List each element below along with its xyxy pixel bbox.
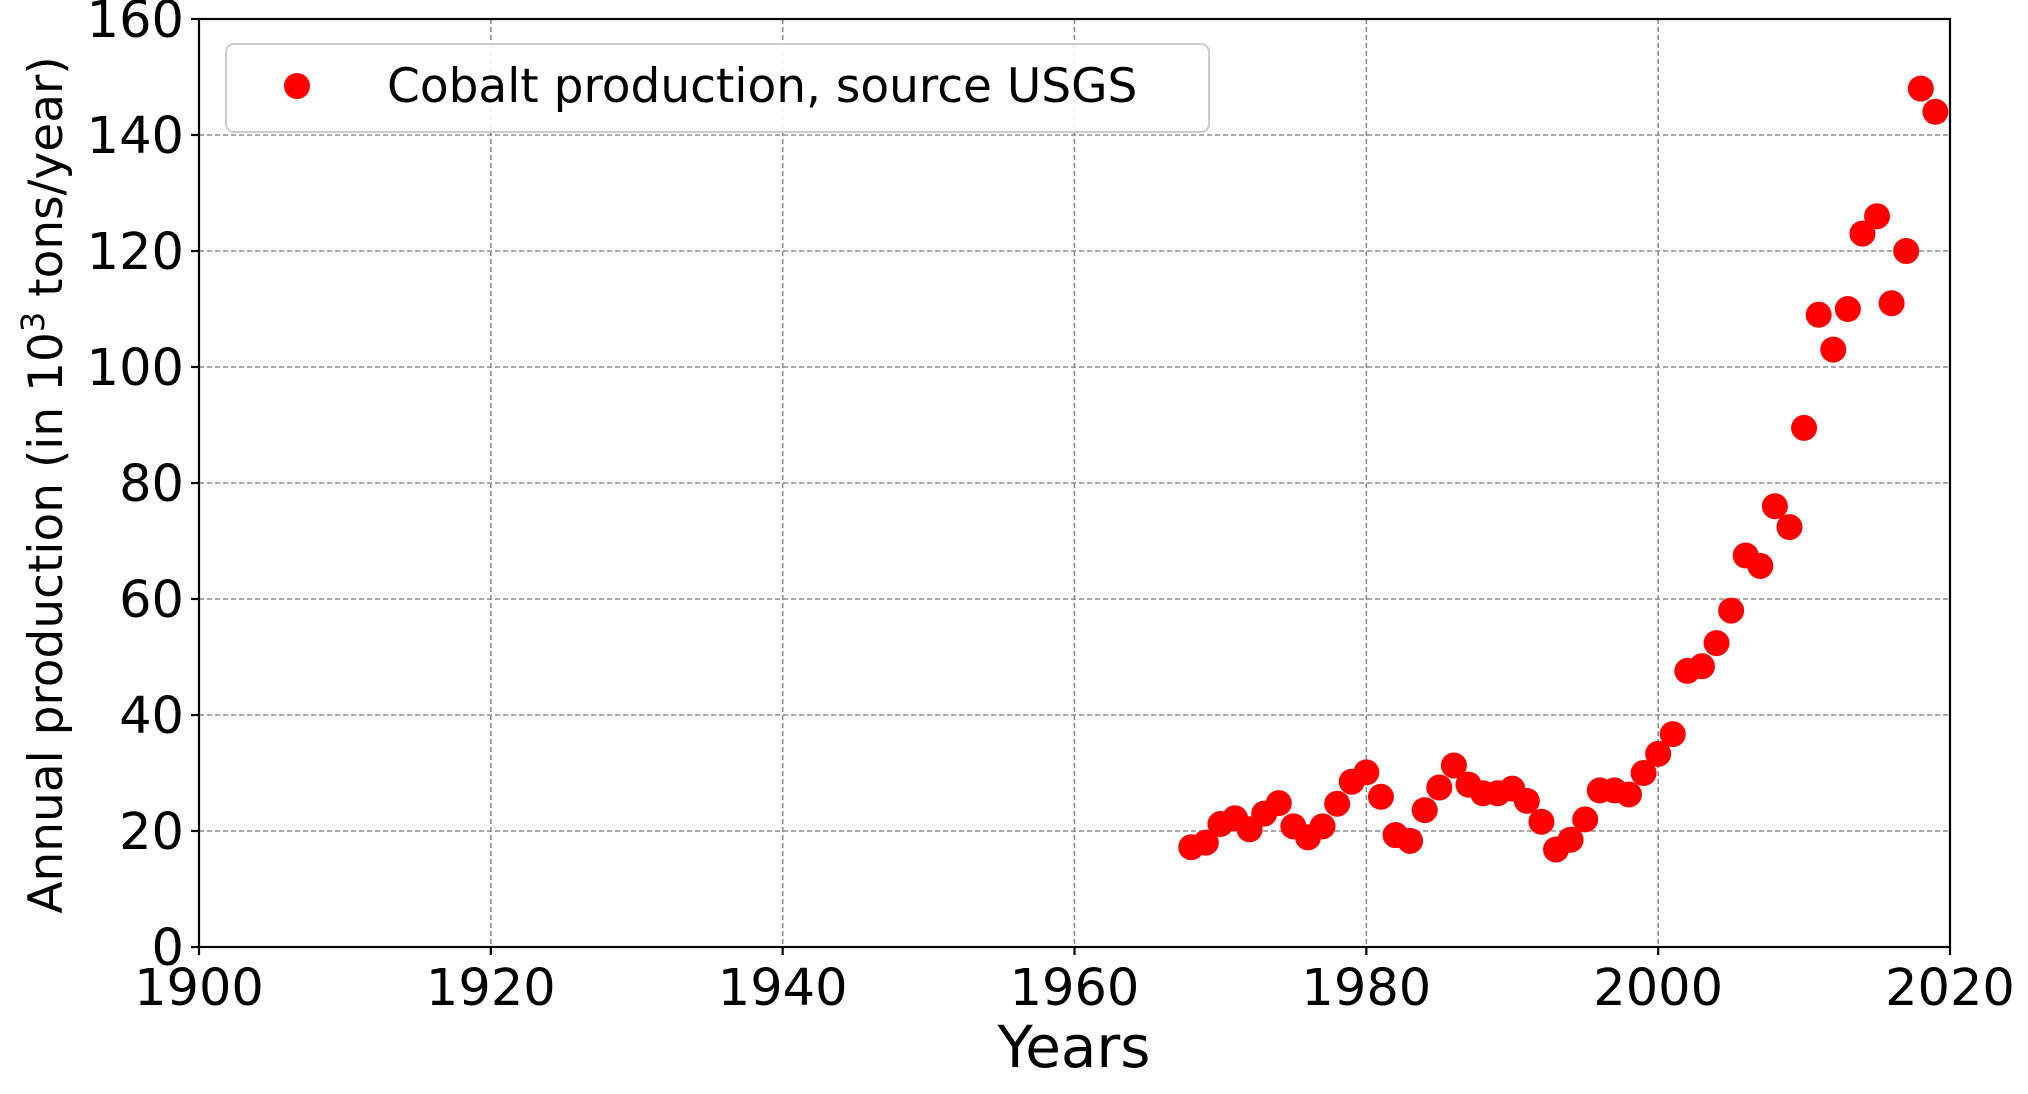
data-point [1703,630,1730,657]
data-point [1353,759,1380,786]
y-axis-title-main: Annual production (in 10 [19,332,74,914]
x-tick-label: 1920 [426,959,556,1018]
y-tick-label: 100 [87,339,184,398]
data-point [1718,597,1745,624]
data-point [1630,760,1657,786]
y-tick-label: 120 [87,223,184,282]
y-tick-label: 20 [119,803,184,862]
y-tick-label: 60 [119,571,184,630]
y-tick-label: 80 [119,455,184,514]
data-point [1513,787,1540,814]
data-points [1178,75,1949,863]
data-point [1309,813,1336,840]
y-axis-title-suffix: tons/year) [19,56,74,311]
data-point [1426,774,1453,801]
y-tick-label: 0 [152,919,184,978]
data-point [1659,721,1686,748]
data-point [1747,552,1774,579]
data-point [1776,514,1803,541]
data-point [1922,98,1949,125]
data-point [1367,783,1394,810]
data-point [1265,790,1292,817]
data-point [1834,296,1861,322]
x-tick-label: 2000 [1593,959,1723,1018]
data-point [1688,653,1715,680]
data-point [1411,797,1438,824]
data-point [1907,75,1934,102]
data-point [1440,752,1467,779]
legend-box [225,43,1210,133]
legend-marker [284,73,310,99]
data-point [1324,790,1351,817]
x-axis-ticks: 1900 1920 1940 1960 1980 2000 2020 [134,947,2015,1018]
data-point [1397,827,1424,854]
data-point [1878,290,1905,317]
x-tick-label: 1980 [1301,959,1431,1018]
data-point [1528,808,1555,835]
x-tick-label: 2020 [1885,959,2015,1018]
y-tick-label: 40 [119,687,184,746]
data-point [1557,826,1584,853]
data-point [1761,493,1788,520]
data-point [1615,781,1642,808]
x-tick-label: 1940 [718,959,848,1018]
y-tick-label: 140 [87,107,184,166]
data-point [1849,220,1876,247]
y-tick-label: 160 [87,0,184,50]
x-tick-label: 1900 [134,959,264,1018]
x-tick-label: 1960 [1010,959,1140,1018]
data-point [1805,301,1832,328]
data-point [1192,829,1219,856]
y-axis-title-superscript: 3 [14,312,52,332]
data-point [1572,806,1599,833]
data-point [1791,414,1818,441]
data-point [1820,336,1847,363]
data-point [1893,238,1920,264]
x-axis-title: Years [996,1013,1150,1081]
data-point [1645,740,1672,767]
data-point [1864,203,1891,230]
y-axis-title: Annual production (in 103 tons/year) [14,56,74,913]
legend-label: Cobalt production, source USGS [387,59,1137,114]
y-axis-ticks: 0 20 40 60 80 100 120 140 160 [87,0,199,978]
legend: Cobalt production, source USGS [225,43,1210,133]
